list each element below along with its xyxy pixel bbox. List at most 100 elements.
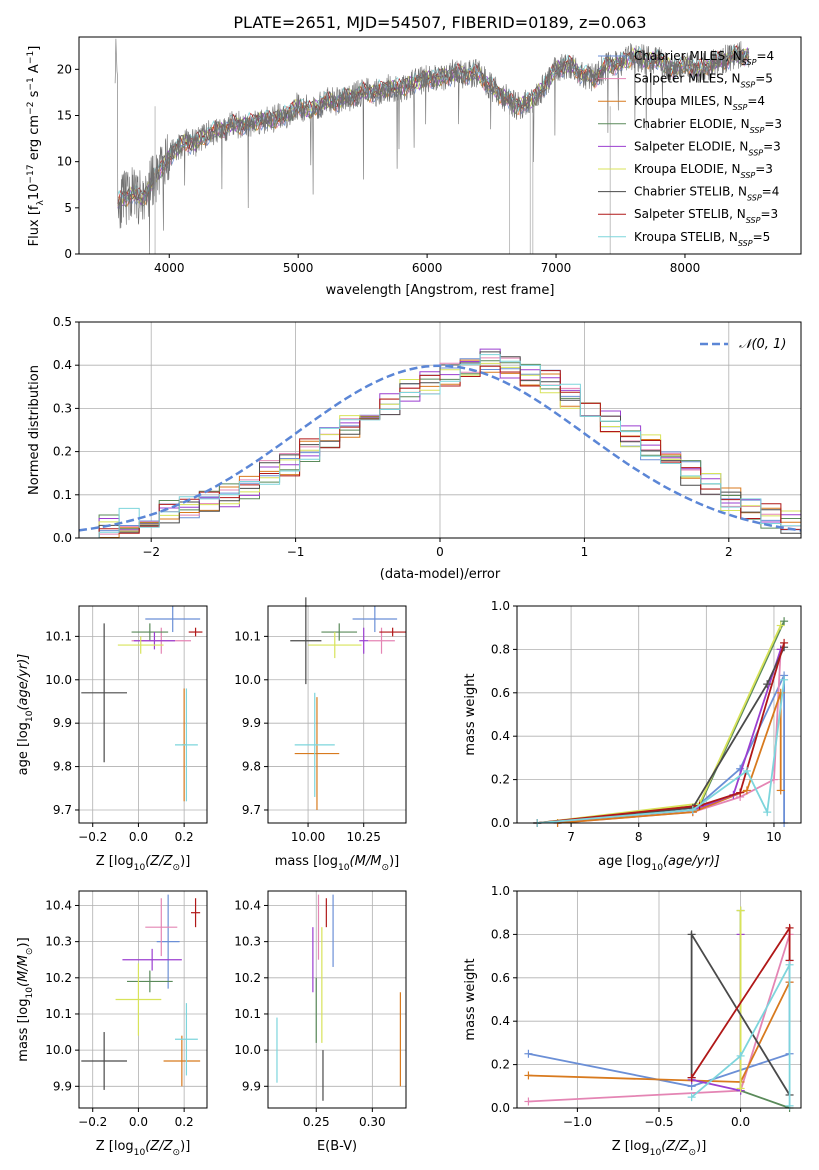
spectrum-ytick-label: 15	[57, 108, 72, 122]
z_weight-ytick-label: 0.6	[491, 971, 510, 985]
residuals-xlabel: (data-model)/error	[380, 567, 501, 582]
spectrum-ylabel-part: Flux [f	[27, 205, 42, 246]
legend-label-part: Kroupa MILES, N	[634, 94, 733, 108]
legend-label-part: Chabrier ELODIE, N	[634, 117, 750, 131]
z_mass-ylabel-part: 10	[25, 987, 35, 999]
z_mass-xtick-label: 0.2	[175, 1115, 194, 1129]
z_mass-ytick-label: 9.9	[53, 1079, 72, 1093]
z_mass-ytick-label: 10.0	[45, 1043, 72, 1057]
ebv_mass-xtick-label: 0.30	[359, 1115, 386, 1129]
residuals-ytick-label: 0.1	[53, 488, 72, 502]
spectrum-ylabel-part: s	[27, 90, 42, 101]
spectrum-ylabel-part: erg cm	[27, 115, 42, 164]
z_weight-xtick-label: −0.5	[644, 1115, 673, 1129]
z_mass-frame	[78, 890, 208, 1109]
legend-label-part: SSP	[733, 103, 748, 112]
legend-label-part: =4	[762, 185, 780, 199]
legend-label-part: =3	[764, 117, 782, 131]
z_mass-xlabel-part: (Z/Z	[145, 1139, 173, 1154]
spectrum-xtick-label: 5000	[283, 261, 314, 275]
residuals-xtick-label: 0	[436, 545, 444, 559]
spectrum-ylabel-part: λ	[36, 200, 46, 206]
age_weight-ytick-label: 0.0	[491, 816, 510, 830]
legend-label-part: SSP	[747, 193, 762, 202]
z_weight-ytick-label: 0.2	[491, 1058, 510, 1072]
z_mass-ytick-label: 10.2	[45, 971, 72, 985]
z_mass-ylabel-part: )]	[16, 937, 31, 947]
ebv_mass-xtick-label: 0.25	[303, 1115, 330, 1129]
residuals-ytick-label: 0.2	[53, 445, 72, 459]
spectrum-xtick-label: 7000	[541, 261, 572, 275]
z_mass-xlabel-part: ⊙	[173, 1148, 181, 1158]
age_weight-frame	[516, 605, 802, 824]
legend-label-part: =5	[755, 72, 773, 86]
legend-label-part: =3	[763, 139, 781, 153]
age_weight-xtick-label: 9	[703, 830, 711, 844]
z_weight-xlabel-part: Z [log	[612, 1139, 650, 1154]
legend-label-part: =4	[756, 49, 774, 63]
z_weight-xlabel: Z [log10(Z/Z⊙)]	[612, 1139, 707, 1158]
residuals-xtick-label: −1	[287, 545, 305, 559]
z_weight-xtick-label: 0.0	[731, 1115, 750, 1129]
legend-label-part: Kroupa STELIB, N	[634, 230, 738, 244]
spectrum-ylabel-part: 10	[27, 184, 42, 201]
legend-label-part: =5	[753, 230, 771, 244]
legend-label-part: SSP	[748, 148, 763, 157]
age_weight-xlabel: age [log10(age/yr)]	[598, 854, 720, 873]
age_weight-xtick-label: 10	[766, 830, 781, 844]
z_age-xlabel-part: (Z/Z	[145, 854, 173, 869]
mass_age-xtick-label: 10.25	[347, 830, 381, 844]
mass_age-xlabel-part: (M/M	[350, 854, 382, 869]
legend-label-part: Chabrier STELIB, N	[634, 185, 747, 199]
legend-label-part: SSP	[750, 125, 765, 134]
z_mass-ylabel-part: (M/M	[16, 955, 31, 987]
z_weight-xlabel-part: 10	[650, 1148, 662, 1158]
legend-label-part: SSP	[738, 238, 753, 247]
spectrum-xtick-label: 8000	[670, 261, 701, 275]
legend-label-part: SSP	[741, 80, 756, 89]
spectrum-xtick-label: 4000	[154, 261, 185, 275]
z_weight-frame	[516, 890, 802, 1109]
legend-label: Chabrier ELODIE, NSSP=3	[634, 117, 782, 135]
z_weight-series-line	[691, 964, 791, 1106]
spectrum-ylabel-part: −2	[26, 102, 36, 115]
mass_age-ytick-label: 9.8	[242, 760, 261, 774]
z_age-xtick-label: −0.2	[78, 830, 107, 844]
z_age-frame	[78, 605, 208, 824]
residuals-ytick-label: 0.0	[53, 531, 72, 545]
residuals-xtick-label: 1	[581, 545, 589, 559]
spectrum-xtick-label: 6000	[412, 261, 443, 275]
z_age-xtick-label: 0.0	[129, 830, 148, 844]
z_age-ylabel-part: 10	[25, 710, 35, 722]
mass_age-xtick-label: 10.00	[291, 830, 325, 844]
age_weight-ytick-label: 0.4	[491, 729, 510, 743]
legend-label: Salpeter STELIB, NSSP=3	[634, 207, 778, 225]
spectrum-ylabel: Flux [fλ10−17 erg cm−2 s−1 A−1]	[26, 46, 46, 247]
z_weight-xtick-label: −1.0	[563, 1115, 592, 1129]
age_weight-xtick-label: 8	[635, 830, 643, 844]
ebv_mass-ytick-label: 10.0	[234, 1043, 261, 1057]
spectrum-ytick-label: 0	[64, 247, 72, 261]
z_mass-ytick-label: 10.4	[45, 898, 72, 912]
residuals-xtick-label: −2	[142, 545, 160, 559]
z_weight-ylabel: mass weight	[463, 958, 478, 1040]
z_age-xlabel-part: ⊙	[173, 863, 181, 873]
ebv_mass-ytick-label: 10.2	[234, 971, 261, 985]
z_age-ylabel-part: (age/yr)]	[16, 654, 31, 711]
age_weight-xlabel-part: 10	[651, 863, 663, 873]
residuals-frame	[78, 321, 802, 539]
ebv_mass-ytick-label: 10.1	[234, 1007, 261, 1021]
legend-label: Chabrier STELIB, NSSP=4	[634, 185, 779, 203]
mass_age-xlabel-part: ⊙	[381, 863, 389, 873]
z_age-xlabel-part: )]	[180, 854, 190, 869]
spectrum-ylabel-part: ]	[27, 46, 42, 51]
z_age-ytick-label: 10.0	[45, 673, 72, 687]
legend-label: Salpeter ELODIE, NSSP=3	[634, 139, 781, 157]
legend-label-part: SSP	[741, 171, 756, 180]
z_mass-xlabel-part: Z [log	[96, 1139, 134, 1154]
z_age-ytick-label: 9.9	[53, 716, 72, 730]
z_weight-ytick-label: 0.0	[491, 1101, 510, 1115]
legend-label: Kroupa ELODIE, NSSP=3	[634, 162, 773, 180]
z_mass-xtick-label: 0.0	[129, 1115, 148, 1129]
spectrum-ytick-label: 20	[57, 62, 72, 76]
